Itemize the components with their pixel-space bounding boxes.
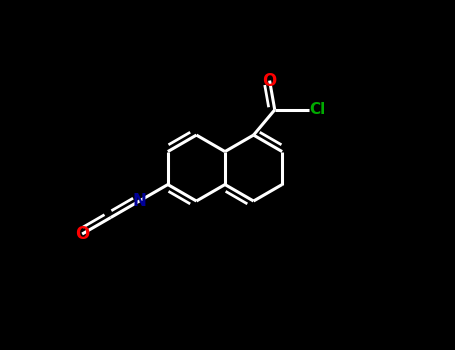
Text: O: O — [263, 71, 277, 90]
Text: Cl: Cl — [309, 102, 326, 117]
Text: O: O — [75, 225, 89, 243]
Text: N: N — [132, 192, 146, 210]
